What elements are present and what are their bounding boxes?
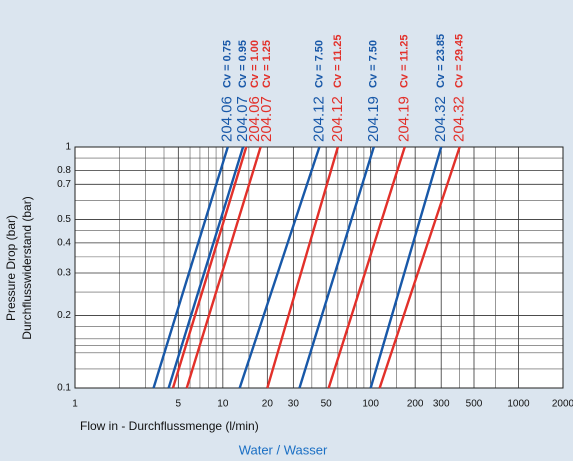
series-name: 204.12 (310, 96, 327, 142)
series-cv: Cv = 0.95 (237, 40, 249, 88)
series-name: 204.19 (365, 96, 382, 142)
series-name: 204.07 (258, 96, 275, 142)
flow-line (171, 146, 248, 389)
flow-line (298, 146, 375, 389)
series-cv: Cv = 7.50 (368, 40, 380, 88)
y-tick-label: 0.3 (57, 268, 71, 279)
flow-line (238, 146, 321, 389)
y-axis-title: Durchflusswiderstand (bar) (20, 196, 34, 339)
y-tick-label: 0.7 (57, 179, 71, 190)
x-tick-label: 100 (362, 399, 379, 410)
flow-line (378, 146, 461, 389)
series-cv: Cv = 11.25 (332, 34, 344, 88)
x-tick-label: 10 (217, 399, 229, 410)
series-cv: Cv = 29.45 (454, 34, 466, 88)
flow-line (327, 146, 406, 389)
x-tick-label: 5 (176, 399, 182, 410)
y-tick-label: 0.1 (57, 383, 71, 394)
x-axis-title: Flow in - Durchflussmenge (l/min) (80, 419, 259, 433)
y-tick-label: 1 (65, 142, 71, 153)
y-axis-title: Pressure Drop (bar) (4, 215, 18, 321)
subtitle: Water / Wasser (239, 442, 328, 457)
flow-line (369, 146, 443, 389)
x-tick-label: 30 (288, 399, 300, 410)
series-name: 204.07 (234, 96, 251, 142)
series-cv: Cv = 11.25 (399, 34, 411, 88)
series-cv: Cv = 1.25 (261, 40, 273, 88)
series-name: 204.32 (432, 96, 449, 142)
y-tick-label: 0.8 (57, 165, 71, 176)
x-tick-label: 50 (321, 399, 333, 410)
series-cv: Cv = 0.75 (222, 40, 234, 88)
flow-line (266, 146, 340, 389)
series-name: 204.06 (219, 96, 236, 142)
x-tick-label: 1 (72, 399, 78, 410)
series-name: 204.06 (246, 96, 263, 142)
flow-line (185, 146, 262, 389)
x-tick-label: 300 (433, 399, 450, 410)
series-name: 204.12 (329, 96, 346, 142)
plot-area (75, 147, 563, 388)
series-cv: Cv = 1.00 (249, 40, 261, 88)
series-name: 204.19 (396, 96, 413, 142)
series-cv: Cv = 23.85 (435, 34, 447, 88)
flow-line (167, 146, 245, 389)
series-name: 204.32 (451, 96, 468, 142)
x-tick-label: 200 (407, 399, 424, 410)
series-cv: Cv = 7.50 (313, 40, 325, 88)
y-tick-label: 0.2 (57, 310, 71, 321)
x-tick-label: 500 (466, 399, 483, 410)
x-tick-label: 20 (262, 399, 274, 410)
y-tick-label: 0.4 (57, 238, 71, 249)
flow-line (152, 146, 229, 389)
y-tick-label: 0.5 (57, 214, 71, 225)
x-tick-label: 1000 (507, 399, 530, 410)
x-tick-label: 2000 (552, 399, 573, 410)
